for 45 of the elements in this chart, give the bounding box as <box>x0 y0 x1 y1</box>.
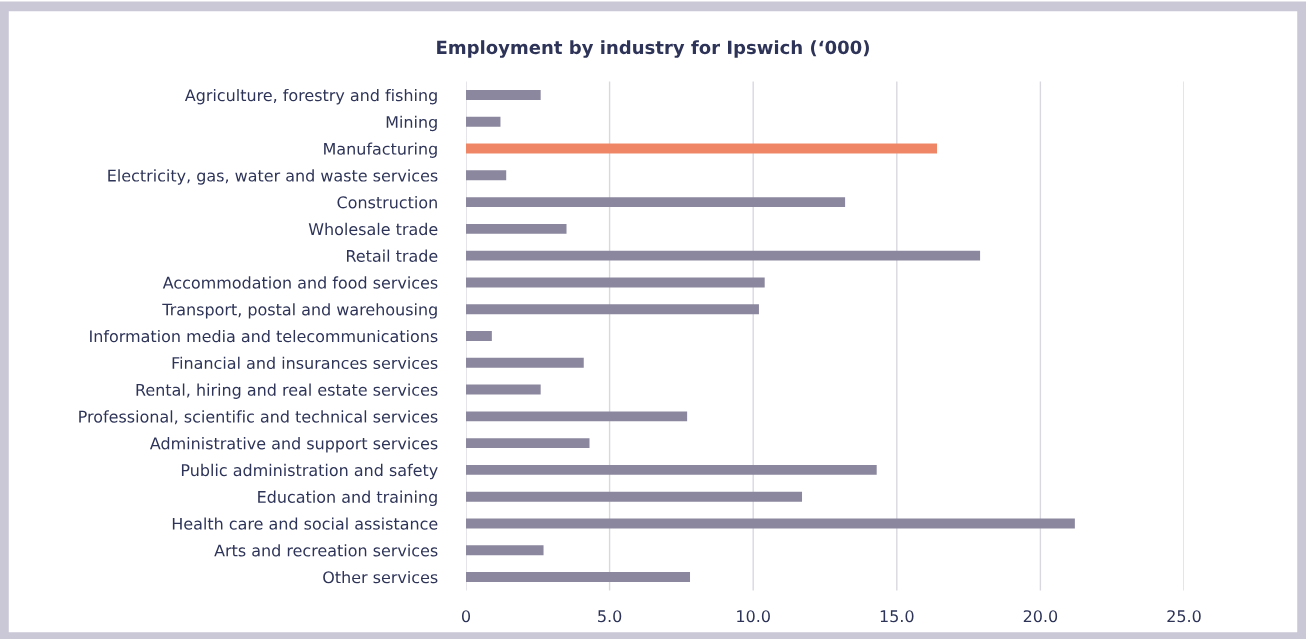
bar <box>466 331 492 341</box>
bar <box>466 464 877 475</box>
y-tick-label: Rental, hiring and real estate services <box>136 383 438 399</box>
bar <box>466 384 541 395</box>
x-tick-label: 15.0 <box>880 610 914 623</box>
y-tick-label: Construction <box>337 196 437 209</box>
x-tick-label: 10.0 <box>737 610 770 623</box>
chart-title: Employment by industry for Ipswich (‘000) <box>437 40 869 58</box>
y-tick-label: Electricity, gas, water and waste services <box>108 169 438 185</box>
bar <box>466 116 501 127</box>
bar <box>466 411 688 422</box>
bar <box>466 572 691 582</box>
y-tick-label: Mining <box>386 115 437 132</box>
bar <box>466 197 846 208</box>
bar <box>466 491 803 502</box>
x-tick-label: 5.0 <box>598 610 622 623</box>
y-tick-label: Professional, scientific and technical services <box>79 410 438 425</box>
y-tick-label: Manufacturing <box>324 142 437 158</box>
bar <box>466 304 759 315</box>
bar <box>466 277 765 288</box>
bar <box>466 143 938 154</box>
bar <box>466 90 541 100</box>
bar <box>466 250 981 261</box>
bar <box>466 170 507 181</box>
bar <box>466 223 567 234</box>
x-tick-label: 0 <box>461 610 471 623</box>
y-tick-label: Other services <box>323 570 438 584</box>
x-tick-label: 20.0 <box>1023 610 1058 623</box>
y-tick-label: Agriculture, forestry and fishing <box>184 88 437 105</box>
bar <box>466 545 544 556</box>
y-tick-label: Retail trade <box>347 249 438 262</box>
y-tick-label: Arts and recreation services <box>214 544 438 557</box>
x-tick-label: 25.0 <box>1167 610 1201 623</box>
y-tick-label: Administrative and support services <box>149 437 438 453</box>
y-tick-label: Transport, postal and warehousing <box>162 303 437 319</box>
y-tick-label: Wholesale trade <box>308 222 438 236</box>
y-tick-label: Financial and insurances services <box>172 356 438 370</box>
y-tick-label: Education and training <box>258 490 437 507</box>
y-tick-label: Information media and telecommunications <box>90 329 438 343</box>
bar <box>466 518 1075 529</box>
bar <box>466 357 584 368</box>
y-tick-label: Accommodation and food services <box>162 276 438 289</box>
y-tick-label: Public administration and safety <box>181 463 438 480</box>
y-tick-label: Health care and social assistance <box>172 517 438 530</box>
bar <box>466 438 590 449</box>
